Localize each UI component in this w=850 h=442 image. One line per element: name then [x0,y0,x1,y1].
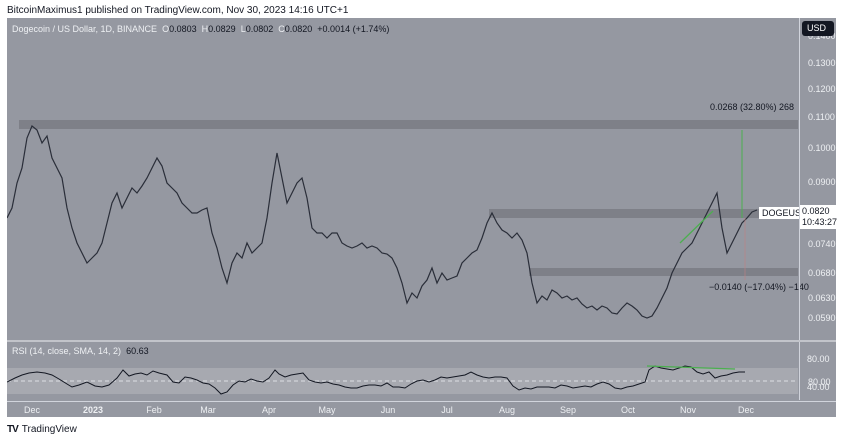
close-value: 0.0820 [284,24,313,34]
rsi-divergence-line [646,365,736,370]
time-tick: Jun [380,405,396,415]
support-zone [529,268,798,276]
rsi-legend-title: RSI (14, close, SMA, 14, 2) [12,346,122,356]
time-tick: Apr [261,405,277,415]
high-value: 0.0829 [208,24,236,34]
price-axis[interactable]: 0.1400 0.1300 0.1200 0.1100 0.1000 0.090… [799,18,837,400]
price-tick: 0.0740 [808,239,836,249]
price-tick: 0.1200 [808,84,836,94]
symbol-title: Dogecoin / US Dollar, 1D, BINANCE [12,24,158,34]
change-value: +0.0014 (+1.74%) [317,24,390,34]
price-tick: 0.1100 [808,112,835,122]
tradingview-logo-icon: TV [7,424,19,435]
price-series [7,125,758,319]
time-tick: Dec [737,405,755,415]
price-tick: 0.1400 [808,31,836,41]
price-tick: 0.0900 [808,177,836,187]
price-chart-svg [7,120,798,319]
footer: TV TradingView [7,424,77,435]
time-tick: Dec [23,405,41,415]
currency-button[interactable]: USD [802,21,834,36]
price-tick: 0.1300 [808,58,836,68]
chart-frame[interactable]: Dogecoin / US Dollar, 1D, BINANCE O0.080… [7,18,838,418]
bar-countdown: 10:43:27 [802,217,838,227]
rsi-tick-80: 80.00 [807,354,830,364]
rsi-legend[interactable]: RSI (14, close, SMA, 14, 2) 60.63 [12,346,149,356]
time-tick: Jul [441,405,453,415]
symbol-price-label: DOGEUSD [759,207,811,219]
last-price: 0.0820 [802,206,830,216]
rsi-chart-svg [7,365,798,395]
pane-divider[interactable] [7,340,836,342]
price-tick: 0.0680 [808,268,836,278]
price-pane[interactable]: Dogecoin / US Dollar, 1D, BINANCE O0.080… [7,18,811,340]
price-tick: 0.1000 [808,143,836,153]
rsi-tick: 80.00 [808,377,831,387]
price-tick: 0.0630 [808,293,836,303]
time-axis[interactable]: Dec 2023 Feb Mar Apr May Jun Jul Aug Sep… [7,401,836,418]
time-tick: Nov [679,405,697,415]
time-tick: Feb [146,405,162,415]
low-value: 0.0802 [245,24,274,34]
rsi-series [7,365,745,395]
resistance-zone-mid [489,209,798,218]
resistance-zone-upper [19,120,798,129]
trendline [679,210,714,244]
time-tick: 2023 [82,405,104,415]
rsi-tick-40: 40.00 [807,382,830,392]
time-tick: Aug [498,405,516,415]
rsi-pane[interactable]: RSI (14, close, SMA, 14, 2) 60.63 [7,342,798,400]
rsi-value: 60.63 [126,346,149,356]
time-tick: Mar [200,405,216,415]
symbol-legend[interactable]: Dogecoin / US Dollar, 1D, BINANCE O0.080… [12,24,390,34]
price-tick: 0.0590 [808,313,836,323]
brand-name: TradingView [21,424,77,435]
open-value: 0.0803 [169,24,197,34]
time-tick: May [318,405,336,415]
time-tick: Oct [620,405,636,415]
last-price-label: 0.0820 10:43:27 [800,205,838,229]
publication-info: BitcoinMaximus1 published on TradingView… [7,5,349,16]
measure-down-label: −0.0140 (−17.04%) −140 [709,282,809,292]
time-tick: Sep [559,405,577,415]
measure-up-label: 0.0268 (32.80%) 268 [710,102,795,112]
